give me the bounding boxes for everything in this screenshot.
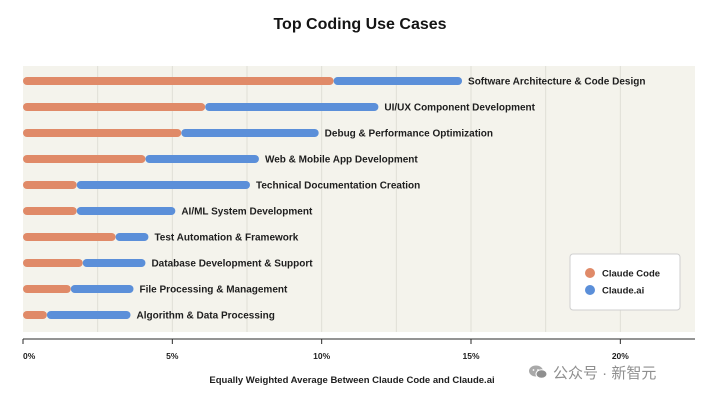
category-labels: Software Architecture & Code Design UI/UX… (137, 77, 646, 322)
category-label: Database Development & Support (151, 259, 313, 270)
bar-claude-code (23, 155, 146, 163)
category-label: Test Automation & Framework (154, 233, 298, 244)
watermark-text: 公众号 · 新智元 (553, 364, 657, 382)
x-tick-label: 15% (462, 351, 479, 361)
bar-claude-code (23, 77, 334, 85)
bar-claude-ai (82, 259, 146, 267)
bar-claude-code (23, 207, 77, 215)
wechat-icon (529, 365, 548, 379)
legend-label: Claude Code (602, 269, 660, 280)
watermark: 公众号 · 新智元 (528, 361, 718, 383)
bar-claude-ai (145, 155, 259, 163)
category-label: Technical Documentation Creation (256, 181, 420, 192)
bar-claude-ai (70, 285, 134, 293)
bar-claude-code (23, 285, 71, 293)
category-label: Algorithm & Data Processing (137, 311, 275, 322)
legend-box (569, 253, 681, 311)
category-label: Software Architecture & Code Design (468, 77, 645, 88)
bar-claude-ai (76, 181, 250, 189)
bar-claude-ai (115, 233, 149, 241)
x-tick-label: 5% (166, 351, 179, 361)
bar-claude-ai (333, 77, 463, 85)
bar-claude-code (23, 259, 83, 267)
bar-claude-code (23, 129, 182, 137)
bar-claude-ai (181, 129, 319, 137)
x-axis-label: Equally Weighted Average Between Claude … (209, 375, 494, 386)
category-label: File Processing & Management (140, 285, 288, 296)
x-ticks: 0% 5% 10% 15% 20% (22, 339, 629, 361)
legend-marker (585, 268, 595, 278)
category-label: UI/UX Component Development (384, 103, 535, 114)
bar-claude-code (23, 311, 47, 319)
chart-title: Top Coding Use Cases (273, 16, 447, 33)
category-label: Debug & Performance Optimization (325, 129, 493, 140)
bar-claude-ai (76, 207, 176, 215)
legend-marker (585, 285, 595, 295)
legend-label: Claude.ai (602, 286, 644, 297)
x-tick-label: 0% (23, 351, 36, 361)
x-tick-label: 20% (612, 351, 629, 361)
legend: Claude Code Claude.ai (569, 253, 681, 311)
bars (23, 77, 463, 319)
x-tick-label: 10% (313, 351, 330, 361)
bar-claude-code (23, 103, 206, 111)
bar-claude-code (23, 233, 116, 241)
category-label: Web & Mobile App Development (265, 155, 418, 166)
bar-claude-ai (46, 311, 131, 319)
category-label: AI/ML System Development (181, 207, 313, 218)
bar-claude-ai (205, 103, 379, 111)
bar-claude-code (23, 181, 77, 189)
